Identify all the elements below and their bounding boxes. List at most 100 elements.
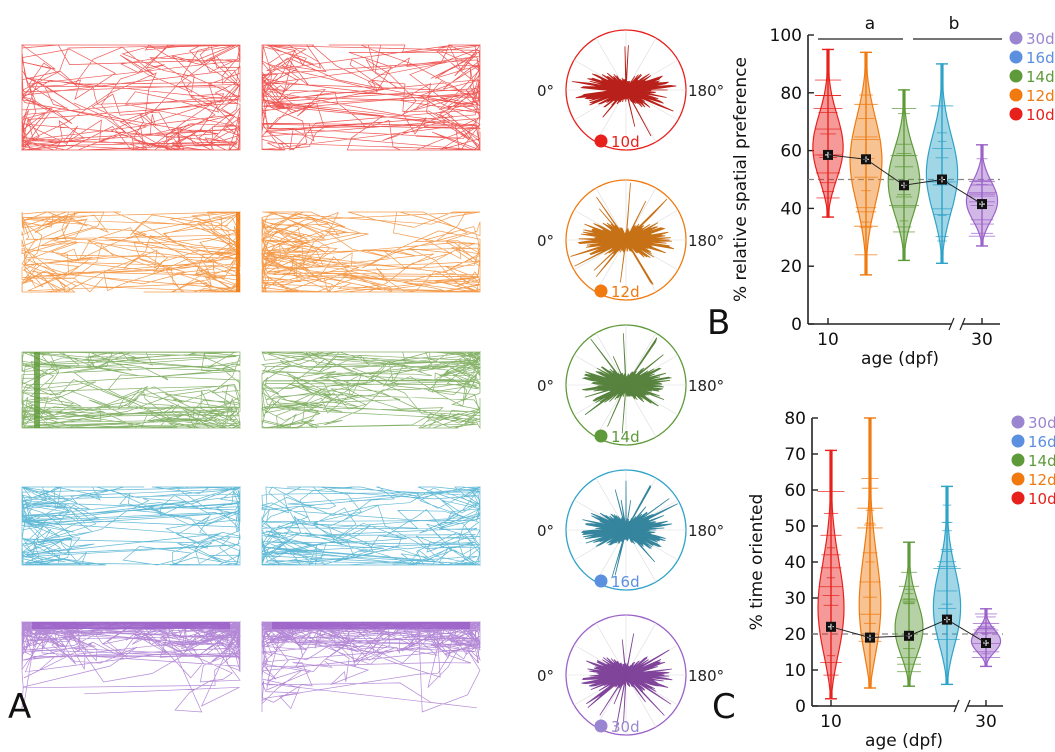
polar-angle-0: 0° — [537, 82, 554, 100]
age-dot-icon — [594, 134, 608, 148]
y-tick-label: 0 — [791, 315, 802, 335]
mean-connector-line — [827, 154, 983, 205]
y-tick-label: 80 — [784, 409, 806, 429]
trajectory-path — [21, 211, 241, 293]
axis-break — [959, 317, 966, 331]
age-dot-icon — [594, 574, 608, 588]
legend-dot-icon — [1011, 453, 1025, 467]
violin-14d — [894, 541, 924, 687]
panel-b-chart: 0 20 40 60 80 100 10 30 age (dpf) % relative spat… — [731, 14, 1055, 369]
polar-angle-0: 0° — [537, 667, 554, 685]
panel-letter-c: C — [712, 687, 736, 727]
panel-a-polar-plots: 0° 180° 10d 0° 180° 12d 0° 180° 14d 0° 180° 16d 0° 18… — [537, 29, 724, 736]
x-tick-label: 30 — [971, 330, 993, 350]
polar-angle-0: 0° — [537, 377, 554, 395]
wall-density — [236, 212, 240, 292]
violin-10d — [817, 449, 845, 700]
y-tick-label: 20 — [780, 257, 802, 277]
trajectory-path — [20, 351, 242, 429]
y-tick-label: 20 — [784, 625, 806, 645]
significance-label-b: b — [949, 14, 960, 34]
age-dot-icon — [594, 719, 608, 733]
panel-c-chart: 0 10 20 30 40 50 60 70 80 10 30 age (dpf) % time ori… — [747, 409, 1055, 751]
legend-label-16d: 16d — [1026, 49, 1055, 67]
trajectory-14d-left — [20, 351, 242, 429]
violin-10d — [812, 48, 844, 218]
trajectory-path — [260, 211, 482, 293]
axis-break — [948, 317, 955, 331]
polar-age-label: 16d — [611, 573, 640, 591]
wall-density — [272, 622, 470, 629]
polar-plot-30d: 0° 180° 30d — [537, 614, 724, 736]
polar-age-label: 12d — [611, 283, 640, 301]
legend-dot-icon — [1011, 472, 1025, 486]
age-dot-icon — [594, 429, 608, 443]
legend-dot-icon — [1009, 50, 1023, 64]
wall-density — [34, 352, 40, 428]
x-tick-label: 10 — [817, 330, 839, 350]
polar-plot-10d: 0° 180° 10d — [537, 29, 724, 151]
trajectory-10d-left — [20, 44, 241, 152]
polar-plot-12d: 0° 180° 12d — [537, 179, 724, 301]
legend-dot-icon — [1009, 88, 1023, 102]
violin-30d — [965, 144, 999, 247]
trajectory-path — [260, 486, 482, 566]
violin-30d — [970, 608, 1002, 668]
panel-letter-a: A — [8, 687, 31, 727]
y-tick-label: 0 — [795, 697, 806, 717]
polar-age-label: 14d — [611, 428, 640, 446]
legend-label-14d: 14d — [1026, 68, 1055, 86]
polar-plot-14d: 0° 180° 14d — [537, 324, 724, 446]
polar-age-label: 10d — [611, 133, 640, 151]
legend-dot-icon — [1011, 415, 1025, 429]
polar-angle-180: 180° — [688, 522, 724, 540]
polar-angle-180: 180° — [688, 232, 724, 250]
legend-dot-icon — [1009, 107, 1023, 121]
legend-label-12d: 12d — [1028, 471, 1055, 489]
legend-dot-icon — [1011, 434, 1025, 448]
trajectory-path — [20, 486, 242, 566]
trajectory-30d-left — [20, 620, 242, 713]
legend-dot-icon — [1009, 69, 1023, 83]
polar-histogram — [581, 333, 673, 434]
y-tick-label: 60 — [784, 481, 806, 501]
y-tick-label: 60 — [780, 142, 802, 162]
polar-angle-0: 0° — [537, 522, 554, 540]
trajectory-14d-right — [260, 351, 482, 430]
x-tick-label: 10 — [820, 712, 842, 732]
y-tick-label: 50 — [784, 517, 806, 537]
polar-angle-180: 180° — [688, 667, 724, 685]
trajectory-30d-right — [260, 621, 482, 713]
y-tick-label: 30 — [784, 589, 806, 609]
polar-age-label: 30d — [611, 718, 640, 736]
polar-angle-0: 0° — [537, 232, 554, 250]
trajectory-16d-right — [260, 486, 482, 566]
y-tick-label: 70 — [784, 445, 806, 465]
significance-label-a: a — [865, 14, 875, 34]
trajectory-16d-left — [20, 486, 242, 566]
trajectory-10d-right — [261, 44, 481, 152]
legend-dot-icon — [1011, 491, 1025, 505]
polar-histogram — [572, 45, 677, 137]
trajectory-path — [261, 44, 481, 152]
violin-16d — [932, 485, 962, 686]
y-axis-label: % relative spatial preference — [731, 57, 751, 302]
legend-label-10d: 10d — [1026, 106, 1055, 124]
legend-label-30d: 30d — [1026, 30, 1055, 48]
violin-12d — [857, 417, 883, 689]
polar-histogram — [570, 182, 675, 285]
trajectory-path — [20, 44, 241, 152]
y-tick-label: 10 — [784, 661, 806, 681]
legend-label-12d: 12d — [1026, 87, 1055, 105]
axis-break — [953, 699, 960, 713]
legend-label-30d: 30d — [1028, 414, 1055, 432]
polar-angle-180: 180° — [688, 82, 724, 100]
panel-letter-b: B — [707, 303, 730, 343]
mean-connector-line — [830, 619, 987, 644]
y-tick-label: 40 — [780, 199, 802, 219]
trajectory-path — [20, 620, 242, 713]
violin-14d — [887, 89, 921, 262]
y-tick-label: 40 — [784, 553, 806, 573]
axis-break — [964, 699, 971, 713]
